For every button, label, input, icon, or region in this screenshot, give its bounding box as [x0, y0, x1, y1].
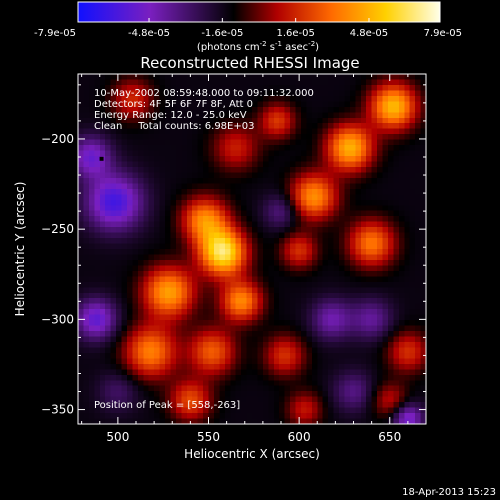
colorbar-tick-label: -7.9e-05: [34, 28, 76, 39]
annotation-detectors: Detectors: 4F 5F 6F 7F 8F, Att 0: [94, 99, 253, 110]
y-tick-label: −200: [41, 132, 74, 146]
colorbar-units-label: (photons cm-2 s-1 asec-2): [197, 40, 319, 53]
y-tick-label: −250: [41, 222, 74, 236]
chart-title: Reconstructed RHESSI Image: [140, 54, 359, 72]
colorbar: [77, 1, 441, 23]
annotation-block: 10-May-2002 08:59:48.000 to 09:11:32.000…: [94, 88, 314, 132]
y-tick-label: −350: [41, 403, 74, 417]
plot-frame: [77, 73, 427, 425]
marker-point: [99, 156, 104, 161]
x-tick-label: 650: [378, 430, 401, 444]
annotation-peak-position: Position of Peak = [558,-263]: [94, 400, 240, 411]
timestamp: 18-Apr-2013 15:23: [402, 487, 496, 498]
x-tick-label: 550: [197, 430, 220, 444]
annotation-counts: Clean Total counts: 6.98E+03: [94, 121, 254, 132]
y-axis-label: Heliocentric Y (arcsec): [13, 182, 27, 317]
x-axis-label: Heliocentric X (arcsec): [184, 447, 320, 461]
x-tick-label: 500: [106, 430, 129, 444]
x-tick-label: 600: [288, 430, 311, 444]
annotation-time-range: 10-May-2002 08:59:48.000 to 09:11:32.000: [94, 88, 314, 99]
colorbar-tick-label: 7.9e-05: [424, 28, 462, 39]
y-tick-label: −300: [41, 312, 74, 326]
axis-ticks: 500 550 600 650 −200 −250 −300 −350: [41, 74, 427, 444]
colorbar-tick-label: -4.8e-05: [128, 28, 170, 39]
colorbar-ticks: -7.9e-05 -4.8e-05 -1.6e-05 1.6e-05 4.8e-05 7.…: [34, 18, 462, 39]
colorbar-tick-label: 1.6e-05: [276, 28, 314, 39]
heatmap-image: [78, 74, 426, 424]
colorbar-tick-label: 4.8e-05: [350, 28, 388, 39]
annotation-energy-range: Energy Range: 12.0 - 25.0 keV: [94, 110, 247, 121]
colorbar-tick-label: -1.6e-05: [201, 28, 243, 39]
